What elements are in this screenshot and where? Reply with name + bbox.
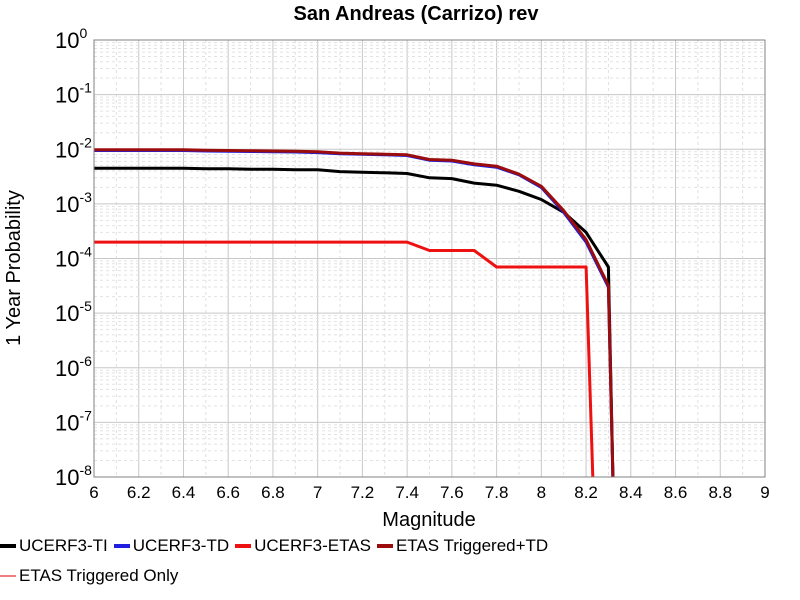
x-tick-label: 8.8 [708,483,732,502]
legend-label-etas-triggered-td: ETAS Triggered+TD [395,536,549,555]
y-tick-label: 10-2 [55,134,92,162]
legend-swatch-ucerf3-ti [0,544,16,548]
legend-label-ucerf3-ti: UCERF3-TI [19,536,108,555]
plot-frame [93,39,766,478]
y-tick-label: 10-3 [55,189,92,217]
series-lines [94,148,615,478]
x-tick-label: 6.6 [216,483,240,502]
x-tick-label: 6.2 [127,483,151,502]
x-tick-label: 9 [760,483,769,502]
y-tick-label: 10-5 [55,298,92,326]
legend-row-1: UCERF3-TI UCERF3-TD UCERF3-ETAS ETAS Tri… [0,536,554,556]
legend-swatch-etas-triggered-only [0,575,16,577]
chart-title: San Andreas (Carrizo) rev [294,3,540,25]
x-tick-label: 8 [537,483,546,502]
x-tick-label: 8.4 [619,483,643,502]
y-tick-label: 10-4 [55,244,92,272]
series-line-3 [94,148,615,478]
legend-label-ucerf3-etas: UCERF3-ETAS [254,536,371,555]
y-tick-label: 100 [55,25,87,53]
x-tick-label: 6.8 [261,483,285,502]
x-tick-label: 7.8 [485,483,509,502]
series-line-0 [94,166,615,478]
legend-swatch-ucerf3-etas [235,544,252,548]
legend-item-ucerf3-etas: UCERF3-ETAS [235,536,371,556]
x-axis-label: Magnitude [382,509,475,531]
y-tick-label: 10-8 [55,462,92,490]
legend-label-ucerf3-td: UCERF3-TD [132,536,230,555]
y-tick-label: 10-6 [55,353,92,381]
legend-swatch-ucerf3-td [113,544,130,548]
legend-item-etas-triggered-td: ETAS Triggered+TD [376,536,549,556]
y-tick-label: 10-1 [55,80,92,108]
legend-label-etas-triggered-only: ETAS Triggered Only [19,566,179,585]
x-tick-label: 7.2 [351,483,375,502]
legend-item-ucerf3-ti: UCERF3-TI [0,536,108,556]
legend-row-2: ETAS Triggered Only [0,566,184,586]
x-tick-label: 6 [89,483,98,502]
x-tick-label: 8.2 [574,483,598,502]
x-axis-ticks: 6 6.2 6.4 6.6 6.8 7 7.2 7.4 7.6 7.8 8 8.2 8.4 8.6 8.8 9 [89,483,769,502]
y-axis-label: 1 Year Probability [3,190,25,346]
series-line-2 [94,240,595,478]
legend-item-ucerf3-td: UCERF3-TD [113,536,230,556]
legend-swatch-etas-triggered-td [376,544,393,548]
y-axis-ticks: 100 10-1 10-2 10-3 10-4 10-5 10-6 10-7 10-8 [55,25,92,490]
x-tick-label: 8.6 [664,483,688,502]
y-tick-label: 10-7 [55,407,92,435]
x-tick-label: 6.4 [172,483,196,502]
grid [93,40,766,478]
x-tick-label: 7.4 [395,483,419,502]
x-tick-label: 7 [313,483,322,502]
legend-item-etas-triggered-only: ETAS Triggered Only [0,566,178,586]
x-tick-label: 7.6 [440,483,464,502]
